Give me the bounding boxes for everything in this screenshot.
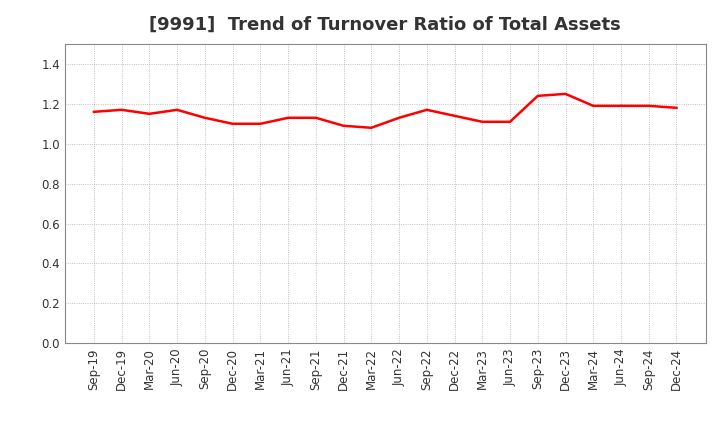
Title: [9991]  Trend of Turnover Ratio of Total Assets: [9991] Trend of Turnover Ratio of Total … xyxy=(149,16,621,34)
